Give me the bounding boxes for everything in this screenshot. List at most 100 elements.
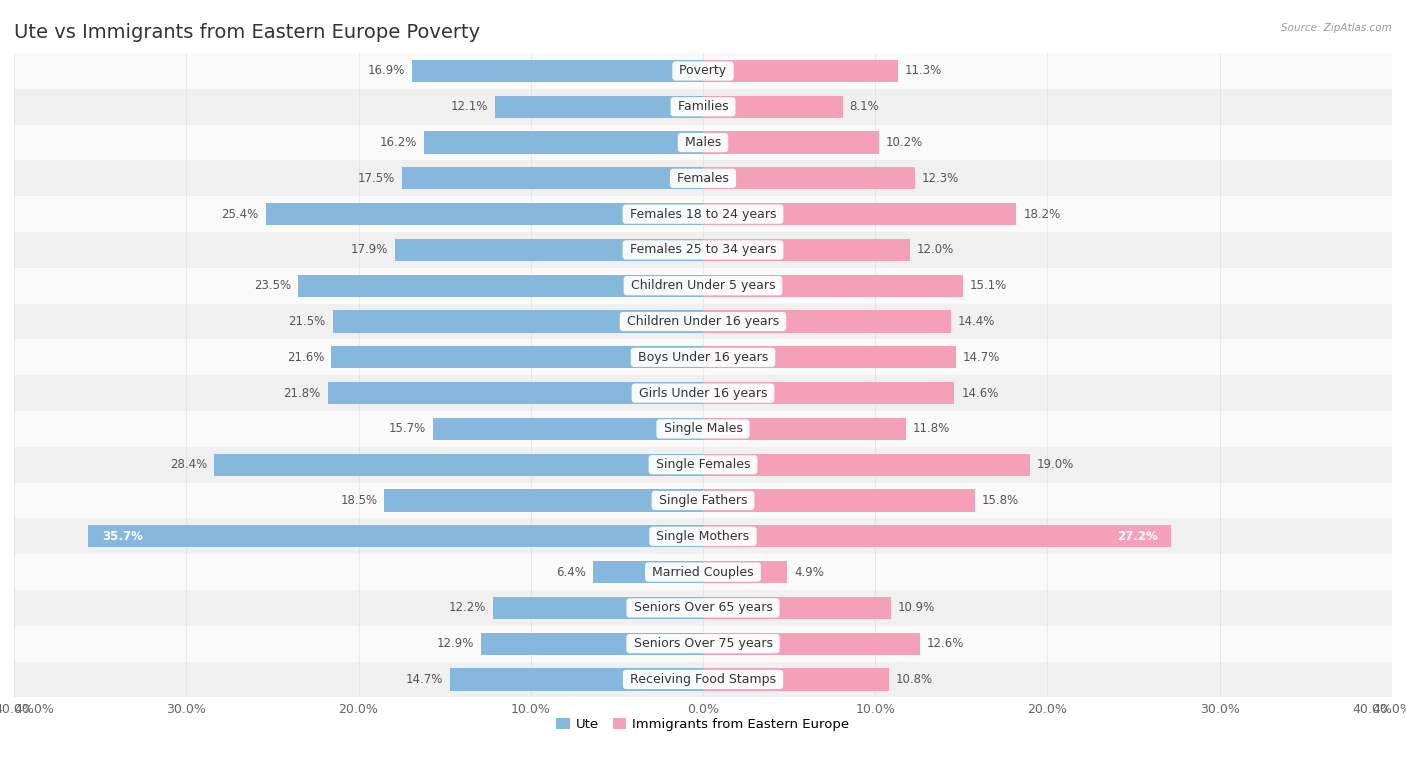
Bar <box>14 626 1392 662</box>
Text: 40.0%: 40.0% <box>1353 703 1392 716</box>
Text: 10.9%: 10.9% <box>897 601 935 615</box>
Bar <box>14 554 1392 590</box>
Bar <box>703 525 1171 547</box>
Bar <box>433 418 703 440</box>
Bar <box>450 669 703 691</box>
Text: 35.7%: 35.7% <box>101 530 143 543</box>
Text: 14.7%: 14.7% <box>405 673 443 686</box>
Bar <box>703 669 889 691</box>
Text: 17.5%: 17.5% <box>357 172 395 185</box>
Bar <box>14 89 1392 124</box>
Text: 40.0%: 40.0% <box>14 703 53 716</box>
Text: Single Females: Single Females <box>652 458 754 471</box>
Bar <box>14 161 1392 196</box>
Text: 17.9%: 17.9% <box>350 243 388 256</box>
Bar <box>425 131 703 154</box>
Bar <box>395 239 703 261</box>
Text: Females 25 to 34 years: Females 25 to 34 years <box>626 243 780 256</box>
Text: 28.4%: 28.4% <box>170 458 207 471</box>
Bar <box>14 232 1392 268</box>
Text: Poverty: Poverty <box>675 64 731 77</box>
Text: 23.5%: 23.5% <box>254 279 291 293</box>
Bar <box>703 633 920 655</box>
Text: 10.2%: 10.2% <box>886 136 922 149</box>
Bar <box>703 418 907 440</box>
Bar <box>703 346 956 368</box>
Bar <box>703 561 787 583</box>
Text: Seniors Over 65 years: Seniors Over 65 years <box>630 601 776 615</box>
Text: Females: Females <box>673 172 733 185</box>
Text: 18.5%: 18.5% <box>340 494 377 507</box>
Bar <box>494 597 703 619</box>
Bar <box>14 375 1392 411</box>
Bar <box>703 60 897 82</box>
Bar <box>703 168 915 190</box>
Bar <box>703 274 963 297</box>
Text: Single Mothers: Single Mothers <box>652 530 754 543</box>
Text: 21.8%: 21.8% <box>284 387 321 399</box>
Bar <box>703 311 950 333</box>
Bar <box>14 518 1392 554</box>
Text: Single Fathers: Single Fathers <box>655 494 751 507</box>
Bar <box>384 490 703 512</box>
Text: Receiving Food Stamps: Receiving Food Stamps <box>626 673 780 686</box>
Bar <box>495 96 703 117</box>
Text: 6.4%: 6.4% <box>555 565 586 578</box>
Bar <box>14 483 1392 518</box>
Bar <box>703 96 842 117</box>
Text: 25.4%: 25.4% <box>221 208 259 221</box>
Text: 4.9%: 4.9% <box>794 565 824 578</box>
Bar <box>14 304 1392 340</box>
Text: Children Under 16 years: Children Under 16 years <box>623 315 783 328</box>
Text: 12.2%: 12.2% <box>449 601 486 615</box>
Bar <box>703 453 1031 476</box>
Text: 16.2%: 16.2% <box>380 136 418 149</box>
Text: 12.3%: 12.3% <box>922 172 959 185</box>
Text: Girls Under 16 years: Girls Under 16 years <box>634 387 772 399</box>
Text: 10.8%: 10.8% <box>896 673 934 686</box>
Text: Married Couples: Married Couples <box>648 565 758 578</box>
Text: 8.1%: 8.1% <box>849 100 879 113</box>
Bar <box>703 239 910 261</box>
Bar <box>703 382 955 404</box>
Bar <box>481 633 703 655</box>
Bar <box>328 382 703 404</box>
Bar <box>14 446 1392 483</box>
Bar <box>703 203 1017 225</box>
Bar <box>14 411 1392 446</box>
Bar <box>402 168 703 190</box>
Text: 21.6%: 21.6% <box>287 351 323 364</box>
Text: 15.1%: 15.1% <box>970 279 1007 293</box>
Text: Ute vs Immigrants from Eastern Europe Poverty: Ute vs Immigrants from Eastern Europe Po… <box>14 23 481 42</box>
Text: 21.5%: 21.5% <box>288 315 326 328</box>
Bar <box>703 490 976 512</box>
Text: Seniors Over 75 years: Seniors Over 75 years <box>630 637 776 650</box>
Text: 18.2%: 18.2% <box>1024 208 1060 221</box>
Bar <box>266 203 703 225</box>
Bar <box>14 196 1392 232</box>
Legend: Ute, Immigrants from Eastern Europe: Ute, Immigrants from Eastern Europe <box>551 713 855 736</box>
Text: Boys Under 16 years: Boys Under 16 years <box>634 351 772 364</box>
Text: Families: Families <box>673 100 733 113</box>
Text: 12.9%: 12.9% <box>436 637 474 650</box>
Text: 19.0%: 19.0% <box>1038 458 1074 471</box>
Text: 15.8%: 15.8% <box>981 494 1019 507</box>
Bar <box>89 525 703 547</box>
Bar <box>14 268 1392 304</box>
Text: 11.3%: 11.3% <box>904 64 942 77</box>
Text: Children Under 5 years: Children Under 5 years <box>627 279 779 293</box>
Text: Males: Males <box>681 136 725 149</box>
Bar <box>14 662 1392 697</box>
Text: 16.9%: 16.9% <box>367 64 405 77</box>
Bar <box>333 311 703 333</box>
Text: 14.6%: 14.6% <box>962 387 998 399</box>
Text: 11.8%: 11.8% <box>912 422 950 435</box>
Text: Source: ZipAtlas.com: Source: ZipAtlas.com <box>1281 23 1392 33</box>
Text: 15.7%: 15.7% <box>388 422 426 435</box>
Bar <box>412 60 703 82</box>
Text: 14.4%: 14.4% <box>957 315 995 328</box>
Bar <box>14 124 1392 161</box>
Bar <box>14 590 1392 626</box>
Bar <box>14 340 1392 375</box>
Bar <box>593 561 703 583</box>
